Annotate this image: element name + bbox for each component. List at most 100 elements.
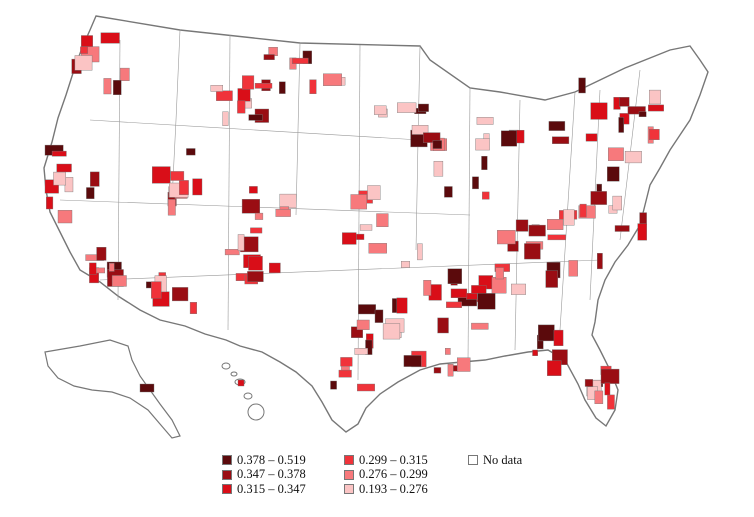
county-patch xyxy=(74,55,93,71)
county-patch xyxy=(446,301,462,308)
state-border-line xyxy=(467,87,471,363)
county-patch xyxy=(528,224,546,237)
county-patch xyxy=(80,46,89,54)
county-patch xyxy=(374,309,384,323)
legend-item: No data xyxy=(468,453,522,468)
legend-item: 0.378 – 0.519 xyxy=(222,453,306,468)
county-patch xyxy=(524,243,541,260)
county-patch xyxy=(604,382,611,396)
county-patch xyxy=(411,124,429,135)
county-patch xyxy=(547,360,562,376)
legend: 0.378 – 0.519 0.347 – 0.378 0.315 – 0.34… xyxy=(222,453,602,513)
legend-label: 0.299 – 0.315 xyxy=(359,452,428,467)
county-patch xyxy=(619,97,630,107)
county-patch xyxy=(249,186,258,194)
county-patch xyxy=(624,150,642,164)
legend-label: No data xyxy=(483,452,523,467)
county-patch xyxy=(151,281,162,299)
county-patch xyxy=(423,132,441,143)
legend-label: 0.315 – 0.347 xyxy=(237,481,306,496)
county-patch xyxy=(275,208,291,217)
county-patch xyxy=(396,297,408,314)
county-patch xyxy=(612,195,623,211)
county-patch xyxy=(590,102,608,120)
state-border-line xyxy=(89,119,421,141)
county-patch xyxy=(578,77,586,94)
us-county-choropleth-map xyxy=(43,15,709,439)
county-patch xyxy=(186,148,196,156)
county-patch xyxy=(356,319,370,330)
county-patch xyxy=(477,293,496,310)
legend-item: 0.193 – 0.276 xyxy=(344,482,428,497)
state-border-line xyxy=(295,42,301,216)
county-patch xyxy=(359,224,373,231)
county-patch xyxy=(108,263,115,272)
county-patch xyxy=(248,256,263,271)
county-patch xyxy=(192,178,203,196)
legend-swatch xyxy=(344,455,354,466)
county-patch xyxy=(563,209,575,226)
county-patch xyxy=(100,32,120,44)
county-patch xyxy=(119,67,130,81)
county-patch xyxy=(111,275,127,287)
county-patch xyxy=(139,383,155,393)
county-patch xyxy=(216,90,233,101)
state-border-line xyxy=(59,199,471,216)
county-patch xyxy=(584,379,594,387)
county-patch xyxy=(340,357,353,367)
county-patch xyxy=(338,369,352,378)
county-patch xyxy=(237,100,246,114)
county-patch xyxy=(497,230,516,245)
county-patch xyxy=(237,234,245,251)
county-patch xyxy=(445,348,451,355)
legend-label: 0.193 – 0.276 xyxy=(359,481,428,496)
county-patch xyxy=(597,252,603,270)
county-patch xyxy=(607,394,615,410)
county-patch xyxy=(579,203,587,218)
county-patch xyxy=(475,138,490,151)
county-patch xyxy=(89,262,97,275)
county-patch xyxy=(356,233,365,240)
county-patch xyxy=(263,54,275,61)
county-patch xyxy=(403,355,422,367)
county-patch xyxy=(515,219,529,232)
county-patch xyxy=(86,187,95,199)
county-patch xyxy=(437,317,449,334)
legend-item: 0.315 – 0.347 xyxy=(222,482,306,497)
county-patch xyxy=(57,209,73,224)
county-patch xyxy=(476,116,494,125)
county-patch xyxy=(552,136,570,144)
county-patch xyxy=(590,191,607,205)
county-patch xyxy=(241,199,261,214)
legend-item: 0.299 – 0.315 xyxy=(344,453,428,468)
county-patch xyxy=(51,150,67,157)
county-patch xyxy=(171,287,189,302)
county-patch xyxy=(538,324,555,342)
county-patch xyxy=(250,227,263,234)
county-patch xyxy=(491,277,507,294)
county-patch xyxy=(167,199,176,216)
legend-swatch xyxy=(222,484,232,495)
county-patch xyxy=(444,186,453,198)
county-patch xyxy=(170,171,185,181)
county-patch xyxy=(254,82,273,89)
county-patch xyxy=(482,191,490,200)
county-patch xyxy=(607,166,620,182)
county-patch xyxy=(608,147,624,161)
legend-column-1: 0.378 – 0.519 0.347 – 0.378 0.315 – 0.34… xyxy=(222,453,306,497)
county-patch xyxy=(417,243,423,261)
county-patch xyxy=(433,160,444,177)
legend-item: 0.276 – 0.299 xyxy=(344,467,428,483)
legend-swatch xyxy=(222,469,232,480)
legend-swatch xyxy=(344,469,354,480)
county-patch xyxy=(471,322,489,330)
county-patch xyxy=(367,185,381,201)
map-svg xyxy=(43,15,709,439)
legend-label: 0.347 – 0.378 xyxy=(237,467,306,482)
county-patch xyxy=(466,293,478,300)
legend-column-2: 0.299 – 0.315 0.276 – 0.299 0.193 – 0.27… xyxy=(344,453,428,497)
county-patch xyxy=(568,260,578,277)
county-patch xyxy=(113,80,122,96)
county-patch xyxy=(472,176,479,190)
county-patch xyxy=(432,140,442,149)
